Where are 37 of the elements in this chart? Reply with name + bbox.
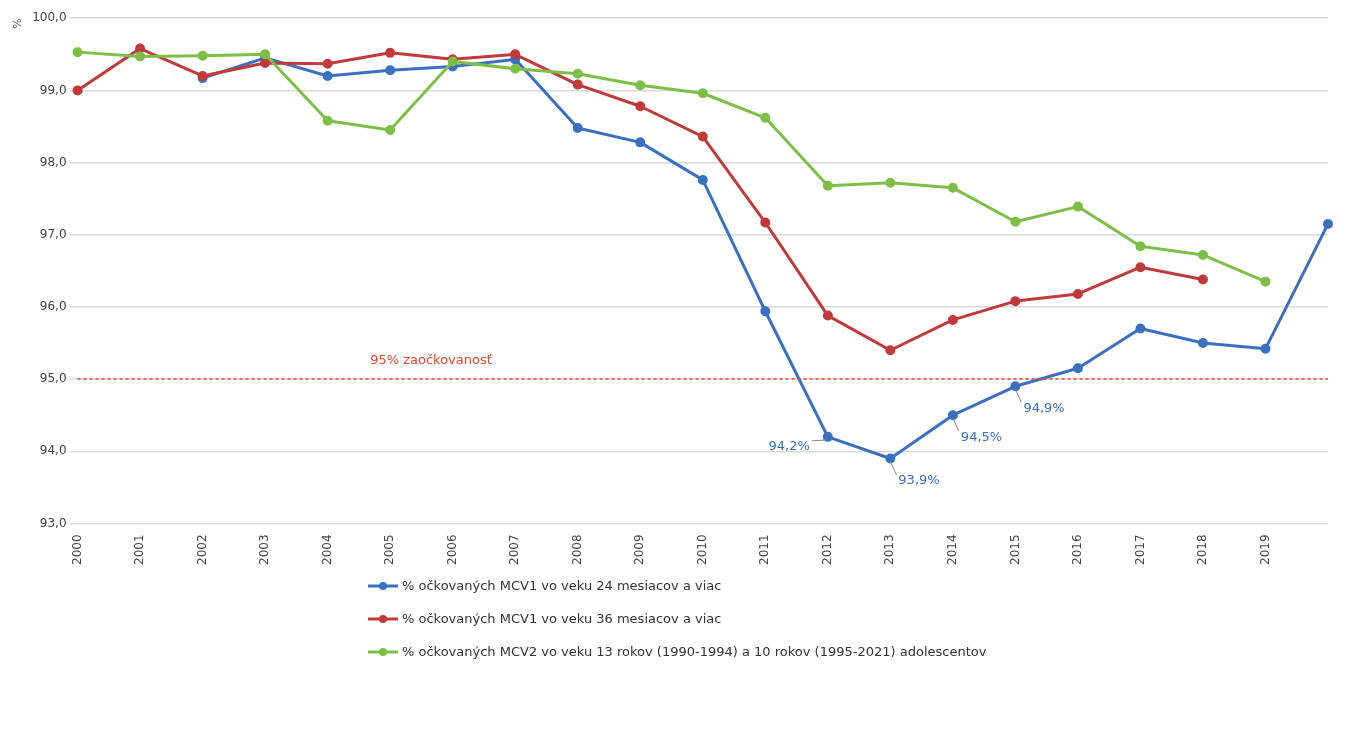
x-tick-label: 2008 xyxy=(569,534,584,566)
y-tick-label: 97,0 xyxy=(39,226,67,241)
x-tick-label: 2007 xyxy=(507,534,522,566)
x-tick-label: 2002 xyxy=(194,534,209,566)
data-label: 94,5% xyxy=(960,428,1003,444)
x-tick-label: 2006 xyxy=(444,534,459,566)
data-label: 94,2% xyxy=(768,438,810,454)
legend-label: % očkovaných MCV2 vo veku 13 rokov (1990-1994) a 10 rokov (1995-2021) adolescentov xyxy=(402,644,987,659)
y-tick-label: 100,0 xyxy=(32,10,67,25)
x-tick-label: 2012 xyxy=(819,534,834,566)
y-tick-label: 99,0 xyxy=(39,82,67,97)
x-tick-label: 2005 xyxy=(382,534,397,566)
y-tick-label: 98,0 xyxy=(39,154,67,169)
legend-label: % očkovaných MCV1 vo veku 36 mesiacov a viac xyxy=(402,611,722,626)
x-tick-label: 2009 xyxy=(632,534,647,566)
x-tick-label: 2018 xyxy=(1195,534,1210,566)
ref-line-label: 95% zaočkovanosť xyxy=(370,351,492,367)
y-tick-label: 95,0 xyxy=(39,371,67,386)
data-label: 93,9% xyxy=(898,471,940,487)
x-tick-label: 2017 xyxy=(1132,534,1147,566)
x-tick-label: 2016 xyxy=(1070,534,1085,566)
y-tick-label: 93,0 xyxy=(39,515,67,530)
x-tick-label: 2015 xyxy=(1007,534,1022,566)
y-tick-label: 96,0 xyxy=(39,299,67,314)
x-tick-label: 2004 xyxy=(319,534,334,566)
x-tick-label: 2001 xyxy=(132,534,147,566)
x-tick-label: 2011 xyxy=(757,534,772,566)
y-tick-label: 94,0 xyxy=(39,443,67,458)
y-axis-title: % xyxy=(11,18,25,29)
data-label: 94,9% xyxy=(1023,399,1065,415)
legend-label: % očkovaných MCV1 vo veku 24 mesiacov a viac xyxy=(402,578,722,593)
x-tick-label: 2000 xyxy=(69,534,84,566)
x-tick-label: 2013 xyxy=(882,534,897,566)
x-tick-label: 2003 xyxy=(257,534,272,566)
x-tick-label: 2010 xyxy=(694,534,709,566)
x-tick-label: 2014 xyxy=(944,534,959,566)
x-tick-label: 2019 xyxy=(1257,534,1272,566)
